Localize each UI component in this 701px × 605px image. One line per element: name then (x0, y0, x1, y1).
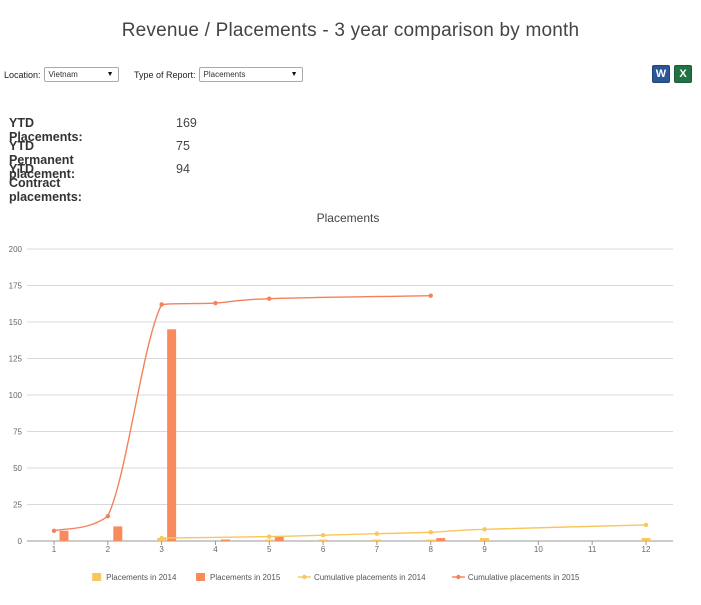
legend-label[interactable]: Placements in 2015 (210, 573, 281, 582)
x-tick-label: 10 (534, 545, 543, 554)
x-tick-label: 3 (159, 545, 164, 554)
placements-chart: Placements 0 25 50 75 100 125 150 175 200 1 2 3 4 5 6 7 8… (0, 200, 701, 600)
legend-label[interactable]: Cumulative placements in 2014 (314, 573, 426, 582)
line-cumulative-placements-in-2015 (53, 295, 431, 532)
x-tick-label: 11 (588, 545, 597, 554)
bar-placements-in-2015[interactable] (436, 538, 446, 541)
point-cumulative-placements-in-2014[interactable] (482, 527, 487, 532)
x-tick-label: 4 (213, 545, 218, 554)
report-type-select[interactable]: Placements ▼ (198, 67, 303, 82)
x-tick-label: 5 (267, 545, 272, 554)
excel-icon: X (679, 68, 687, 80)
bar-placements-in-2014[interactable] (264, 539, 274, 541)
stat-label: YTD Permanent placement: (9, 139, 75, 181)
legend-marker-cumulative-placements-in-2015 (456, 574, 461, 580)
stat-value: 94 (176, 162, 190, 176)
point-cumulative-placements-in-2014[interactable] (374, 531, 380, 536)
point-cumulative-placements-in-2015[interactable] (267, 296, 272, 301)
chevron-down-icon: ▼ (106, 71, 114, 78)
bar-placements-in-2015[interactable] (113, 526, 123, 541)
point-cumulative-placements-in-2014[interactable] (428, 530, 433, 535)
word-icon: W (655, 68, 667, 80)
export-buttons: W X (652, 65, 692, 83)
legend-marker-cumulative-placements-in-2014 (302, 574, 307, 580)
report-type-label: Type of Report: (134, 69, 196, 80)
location-select-value: Vietnam (48, 70, 78, 79)
page-title: Revenue / Placements - 3 year comparison… (121, 20, 580, 41)
point-cumulative-placements-in-2015[interactable] (428, 293, 433, 298)
x-tick-label: 12 (642, 545, 651, 554)
chart-title: Placements (317, 211, 380, 225)
legend-swatch-placements-in-2015[interactable] (196, 573, 206, 581)
x-tick-label: 9 (482, 545, 487, 554)
point-cumulative-placements-in-2015[interactable] (51, 528, 57, 533)
y-tick-label: 75 (13, 428, 22, 437)
bar-placements-in-2015[interactable] (167, 329, 177, 541)
x-tick-label: 8 (429, 545, 434, 554)
bar-placements-in-2014[interactable] (372, 539, 382, 541)
export-word-button[interactable]: W (652, 65, 670, 83)
point-cumulative-placements-in-2015[interactable] (105, 513, 111, 519)
location-label: Location: (4, 69, 41, 80)
y-tick-label: 25 (13, 501, 22, 510)
x-tick-label: 7 (375, 545, 380, 554)
bar-placements-in-2014[interactable] (480, 538, 490, 541)
point-cumulative-placements-in-2015[interactable] (213, 300, 218, 306)
point-cumulative-placements-in-2014[interactable] (643, 522, 649, 528)
y-tick-label: 0 (18, 537, 23, 546)
bar-placements-in-2014[interactable] (641, 538, 651, 541)
bar-placements-in-2014[interactable] (318, 539, 328, 541)
line-cumulative-placements-in-2014 (161, 524, 647, 539)
y-tick-label: 125 (9, 355, 23, 364)
report-type-select-value: Placements (203, 70, 246, 79)
y-tick-label: 100 (9, 391, 23, 400)
y-tick-label: 175 (9, 282, 23, 291)
stat-value: 169 (176, 116, 197, 130)
x-tick-label: 2 (106, 545, 111, 554)
x-tick-label: 1 (52, 545, 57, 554)
chevron-down-icon: ▼ (290, 71, 298, 78)
point-cumulative-placements-in-2014[interactable] (320, 532, 326, 538)
bar-placements-in-2015[interactable] (274, 536, 284, 541)
legend-label[interactable]: Placements in 2014 (106, 573, 177, 582)
point-cumulative-placements-in-2014[interactable] (267, 534, 272, 539)
bar-placements-in-2015[interactable] (220, 539, 230, 541)
stat-label: YTD Contract placements: (9, 162, 82, 204)
stat-label: YTD Placements: (9, 116, 83, 144)
location-filter: Location: Vietnam ▼ (4, 67, 119, 82)
bar-placements-in-2015[interactable] (59, 530, 69, 541)
y-tick-label: 200 (9, 245, 23, 254)
y-tick-label: 50 (13, 464, 22, 473)
stat-value: 75 (176, 139, 190, 153)
y-tick-label: 150 (9, 318, 23, 327)
point-cumulative-placements-in-2015[interactable] (159, 302, 164, 307)
x-tick-label: 6 (321, 545, 326, 554)
bar-placements-in-2014[interactable] (426, 539, 436, 541)
point-cumulative-placements-in-2014[interactable] (159, 535, 164, 541)
location-select[interactable]: Vietnam ▼ (43, 67, 119, 82)
export-excel-button[interactable]: X (674, 65, 692, 83)
legend-label[interactable]: Cumulative placements in 2015 (468, 573, 580, 582)
legend-swatch-placements-in-2014[interactable] (92, 573, 102, 581)
report-type-filter: Type of Report: Placements ▼ (134, 67, 303, 82)
